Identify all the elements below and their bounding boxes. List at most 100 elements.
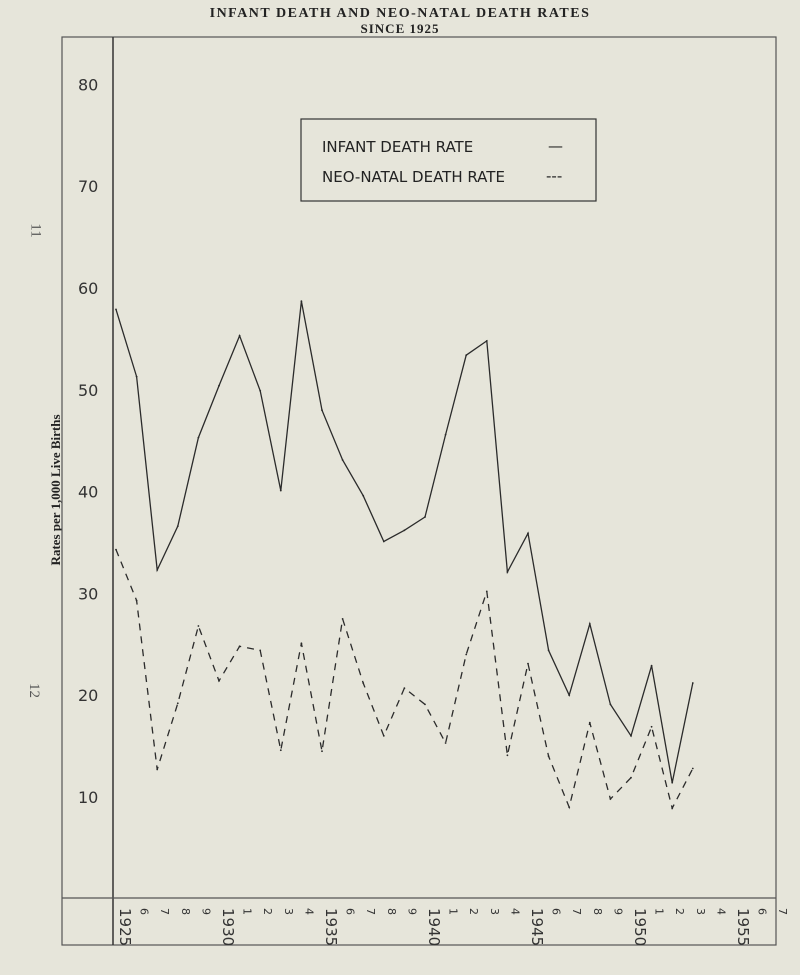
data-point-neonatal	[444, 742, 447, 744]
x-tick-label: 1935	[322, 908, 340, 946]
data-point-infant	[444, 433, 447, 436]
x-tick-label: 3	[694, 908, 707, 915]
x-tick-label: 2	[261, 908, 274, 915]
data-point-infant	[279, 489, 282, 492]
data-point-infant	[135, 375, 138, 378]
x-tick-label: 8	[591, 908, 604, 915]
x-tick-label: 3	[488, 908, 501, 915]
data-point-neonatal	[403, 687, 406, 689]
y-tick-label: 20	[78, 686, 98, 705]
legend: INFANT DEATH RATE — NEO-NATAL DEATH RATE…	[300, 118, 597, 202]
x-tick-label: 8	[179, 908, 192, 915]
x-tick-label: 1	[241, 908, 254, 915]
data-point-neonatal	[671, 807, 674, 810]
legend-box	[300, 118, 597, 202]
x-tick-label: 7	[158, 908, 171, 915]
data-point-neonatal	[547, 755, 550, 758]
data-point-neonatal	[465, 653, 468, 656]
x-tick-label: 4	[302, 908, 315, 915]
data-point-infant	[218, 384, 220, 387]
y-tick-label: 40	[78, 483, 98, 502]
data-point-infant	[609, 703, 612, 706]
data-point-neonatal	[382, 735, 385, 737]
data-point-neonatal	[115, 548, 117, 551]
x-tick-label: 6	[550, 908, 563, 915]
data-point-infant	[691, 682, 694, 684]
data-point-infant	[176, 525, 179, 528]
data-point-infant	[403, 529, 406, 532]
data-point-infant	[630, 735, 632, 737]
data-point-infant	[527, 532, 529, 535]
chart-frame	[61, 36, 777, 946]
x-tick-label: 4	[714, 908, 727, 915]
data-point-neonatal	[424, 703, 426, 706]
x-tick-label: 1	[653, 908, 666, 915]
x-tick-label: 2	[467, 908, 480, 915]
data-point-neonatal	[156, 768, 159, 771]
chart-title: INFANT DEATH AND NEO-NATAL DEATH RATES	[209, 6, 591, 21]
x-tick-label: 1	[447, 908, 460, 915]
data-point-infant	[115, 308, 117, 311]
chart-subtitle: SINCE 1925	[360, 21, 440, 36]
x-tick-label: 1940	[425, 908, 443, 946]
data-point-neonatal	[362, 682, 365, 684]
x-tick-label: 7	[570, 908, 583, 915]
y-tick-label: 70	[78, 177, 98, 196]
series-line-neo-natal-death-rate	[115, 549, 694, 811]
data-point-infant	[197, 436, 200, 439]
y-tick-label: 60	[78, 279, 98, 298]
data-point-neonatal	[630, 776, 632, 779]
y-tick-label: 50	[78, 381, 98, 400]
x-tick-label: 6	[344, 908, 357, 915]
x-tick-label: 7	[776, 908, 789, 915]
data-point-neonatal	[135, 599, 138, 602]
data-point-neonatal	[568, 806, 571, 809]
data-point-neonatal	[176, 702, 179, 705]
x-tick-label: 1950	[631, 908, 649, 946]
x-tick-label: 1925	[116, 908, 134, 946]
legend-key-infant: —	[548, 137, 563, 155]
data-point-neonatal	[321, 750, 323, 753]
x-tick-label: 3	[282, 908, 295, 915]
data-point-infant	[465, 354, 468, 357]
x-tick-label: 2	[673, 908, 686, 915]
data-point-neonatal	[588, 721, 591, 724]
data-point-infant	[485, 340, 488, 342]
x-tick-label: 1955	[734, 908, 752, 946]
data-point-neonatal	[218, 680, 220, 682]
data-point-neonatal	[485, 590, 488, 593]
series-line-infant-death-rate	[115, 301, 694, 783]
x-tick-label: 6	[138, 908, 151, 915]
data-point-neonatal	[506, 754, 509, 757]
legend-label-neonatal: NEO-NATAL DEATH RATE	[322, 168, 505, 186]
data-point-infant	[424, 516, 426, 518]
y-tick-label: 80	[78, 75, 98, 94]
data-point-infant	[300, 300, 303, 303]
legend-label-infant: INFANT DEATH RATE	[322, 138, 473, 156]
data-point-infant	[321, 409, 323, 412]
legend-key-neonatal: ---	[546, 167, 562, 185]
data-point-neonatal	[259, 649, 262, 652]
y-tick-labels: 10 20 30 40 50 60 70 80	[78, 75, 98, 807]
data-point-infant	[156, 569, 159, 571]
series-layer	[115, 300, 694, 811]
x-tick-label: 9	[199, 908, 212, 915]
y-tick-label: 30	[78, 584, 98, 603]
data-point-neonatal	[197, 625, 200, 627]
x-tick-label: 7	[364, 908, 377, 915]
data-point-infant	[362, 494, 365, 497]
data-point-infant	[341, 459, 344, 461]
x-tick-label: 6	[756, 908, 769, 915]
x-tick-label: 9	[611, 908, 624, 915]
data-point-neonatal	[691, 767, 694, 770]
data-point-infant	[506, 571, 509, 573]
data-point-infant	[650, 664, 653, 667]
x-tick-labels: 1925 6 7 8 9 1930 1 2 3 4 1935 6 7 8 9 1940 1 2 3 4 1945 6 7 8 9…	[116, 908, 789, 946]
data-point-infant	[238, 334, 241, 337]
data-point-neonatal	[527, 662, 529, 665]
data-point-infant	[382, 540, 385, 543]
data-point-neonatal	[650, 725, 653, 728]
x-tick-label: 1930	[219, 908, 237, 946]
y-tick-label: 10	[78, 788, 98, 807]
